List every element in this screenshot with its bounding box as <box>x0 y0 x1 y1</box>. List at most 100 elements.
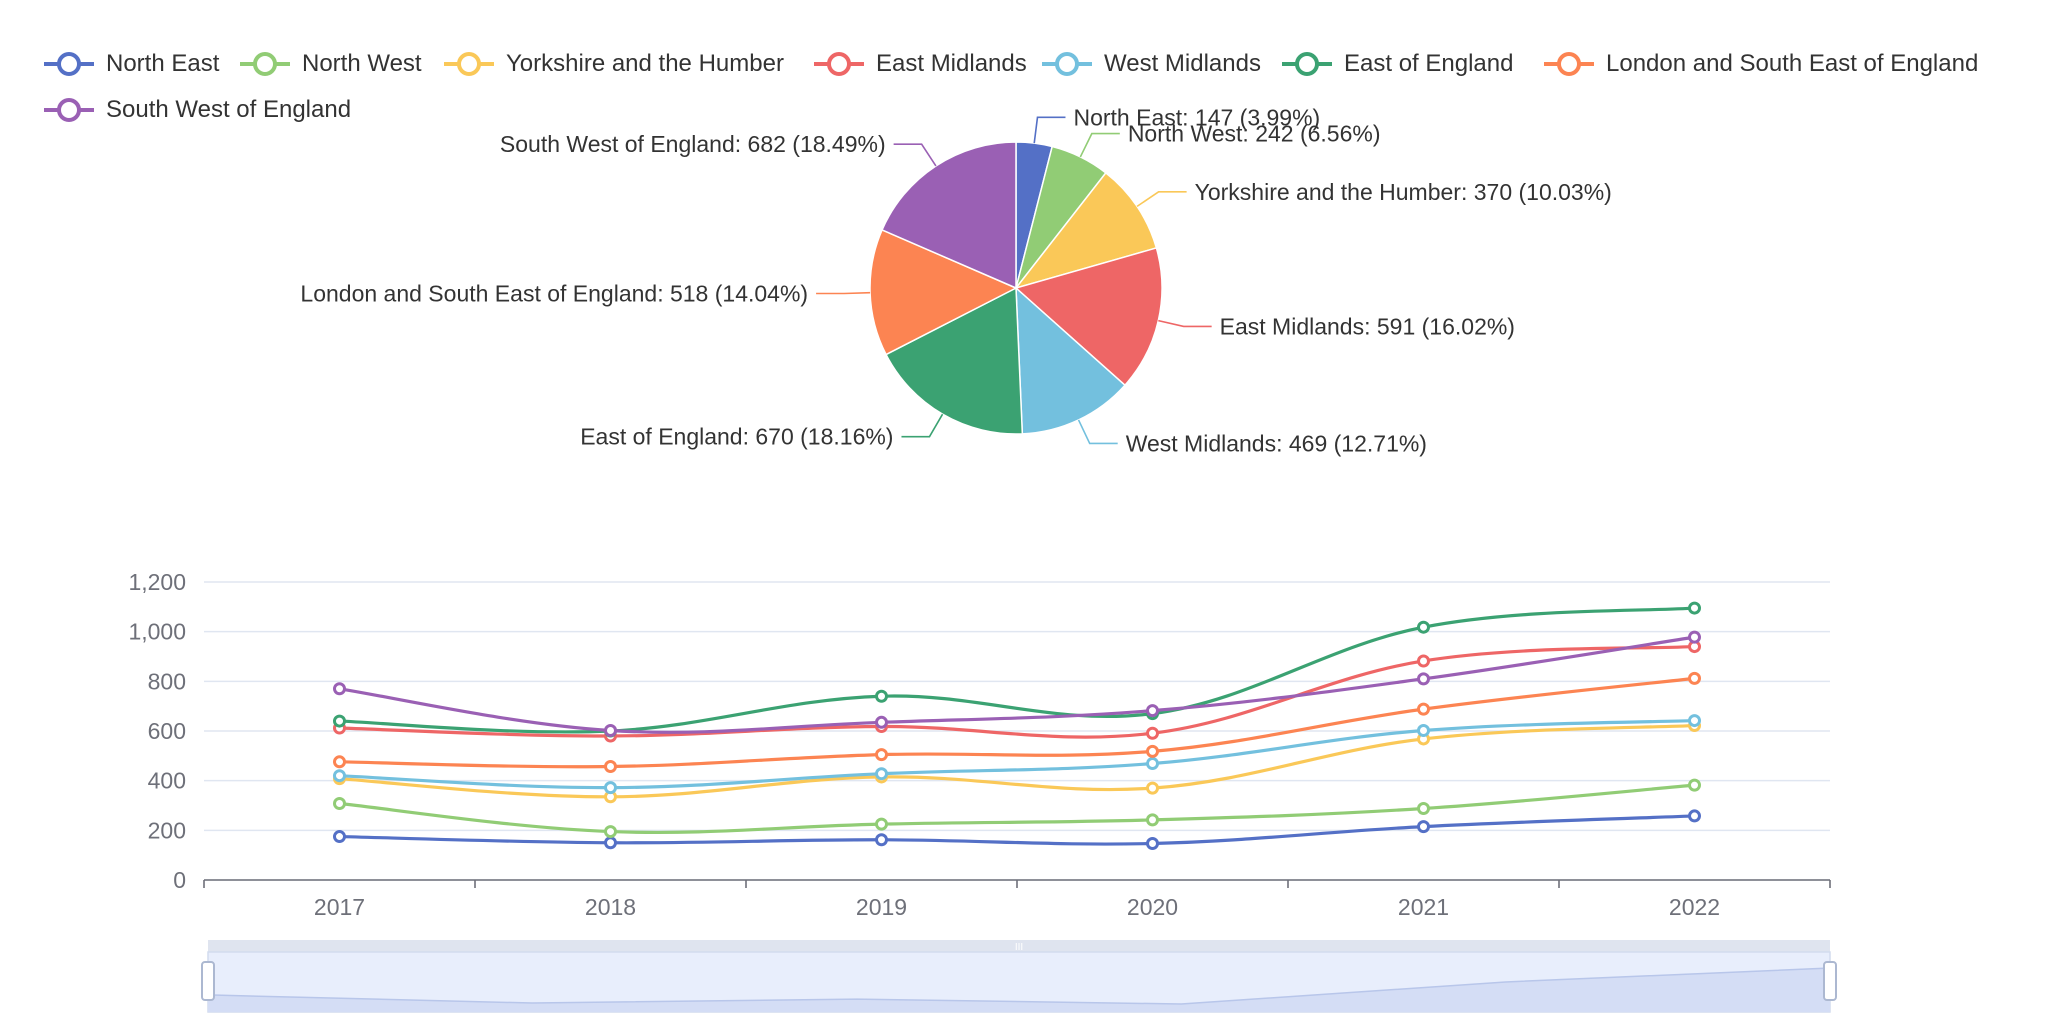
data-point[interactable] <box>604 836 617 850</box>
pie-slice-south-west-of-england[interactable] <box>881 141 1017 290</box>
data-point[interactable] <box>604 781 617 795</box>
data-point[interactable] <box>1688 714 1701 728</box>
legend-label: East Midlands <box>876 50 1027 77</box>
pie-label-line <box>1079 132 1120 158</box>
data-point[interactable] <box>333 755 346 769</box>
data-point[interactable] <box>1417 801 1430 815</box>
pie-label-line <box>1158 319 1212 328</box>
pie-label-line <box>1077 419 1118 445</box>
data-point[interactable] <box>875 833 888 847</box>
data-point[interactable] <box>1417 820 1430 834</box>
data-point[interactable] <box>1688 809 1701 823</box>
data-point[interactable] <box>1417 620 1430 634</box>
data-point[interactable] <box>333 830 346 844</box>
data-point[interactable] <box>1146 726 1159 740</box>
data-zoom-slider[interactable]: III <box>201 940 1837 1013</box>
legend-line-circle-icon <box>1282 52 1332 76</box>
pie-slice-east-of-england[interactable] <box>885 286 1024 435</box>
data-point[interactable] <box>604 724 617 738</box>
legend-item-yorkshire-and-the-humber[interactable]: Yorkshire and the Humber <box>444 46 784 82</box>
legend-label: West Midlands <box>1104 50 1261 77</box>
data-point[interactable] <box>1146 757 1159 771</box>
data-zoom-right-handle[interactable] <box>1823 961 1837 1001</box>
data-point[interactable] <box>604 825 617 839</box>
data-point[interactable] <box>333 714 346 728</box>
data-point[interactable] <box>875 748 888 762</box>
pie-slice-london-and-south-east-of-england[interactable] <box>869 228 1018 356</box>
legend-item-london-and-south-east-of-england[interactable]: London and South East of England <box>1544 46 1978 82</box>
data-point[interactable] <box>333 682 346 696</box>
legend-line-circle-icon <box>1544 52 1594 76</box>
legend-label: North West <box>302 50 422 77</box>
data-point[interactable] <box>875 817 888 831</box>
legend-label: East of England <box>1344 50 1514 77</box>
legend-line-circle-icon <box>814 52 864 76</box>
legend-line-circle-icon <box>444 52 494 76</box>
series-north-west <box>333 778 1701 839</box>
legend-label: North East <box>106 50 220 77</box>
data-point[interactable] <box>1146 836 1159 850</box>
series-east-of-england <box>333 601 1701 738</box>
pie-slice-east-midlands[interactable] <box>1014 246 1163 387</box>
x-tick-label: 2022 <box>1669 894 1720 920</box>
data-point[interactable] <box>1146 744 1159 758</box>
legend-line-circle-icon <box>1042 52 1092 76</box>
series-south-west-of-england <box>333 630 1701 738</box>
y-tick-label: 400 <box>148 768 186 794</box>
y-tick-label: 1,000 <box>128 619 186 645</box>
data-point[interactable] <box>333 797 346 811</box>
legend-label: Yorkshire and the Humber <box>506 50 784 77</box>
data-point[interactable] <box>1688 778 1701 792</box>
legend-label: London and South East of England <box>1606 50 1979 77</box>
data-zoom-grip-icon[interactable]: III <box>1015 942 1023 953</box>
legend-item-west-midlands[interactable]: West Midlands <box>1042 46 1261 82</box>
legend-item-north-west[interactable]: North West <box>240 46 422 82</box>
data-point[interactable] <box>875 689 888 703</box>
pie-slice-label: London and South East of England: 518 (1… <box>300 280 808 306</box>
series-line[interactable] <box>339 723 1695 799</box>
data-point[interactable] <box>875 715 888 729</box>
data-point[interactable] <box>1688 630 1701 644</box>
x-tick-label: 2021 <box>1398 894 1449 920</box>
legend-line-circle-icon <box>240 52 290 76</box>
data-point[interactable] <box>1146 704 1159 718</box>
data-zoom-shadow-line <box>207 967 1831 1005</box>
pie-label-line <box>1136 191 1187 208</box>
data-point[interactable] <box>1417 672 1430 686</box>
data-point[interactable] <box>875 767 888 781</box>
series-line[interactable] <box>339 676 1695 769</box>
data-point[interactable] <box>1146 781 1159 795</box>
data-point[interactable] <box>1146 813 1159 827</box>
data-point[interactable] <box>1688 601 1701 615</box>
data-point[interactable] <box>1417 702 1430 716</box>
data-zoom-left-handle[interactable] <box>201 961 215 1001</box>
series-line[interactable] <box>339 644 1695 739</box>
series-line[interactable] <box>339 718 1695 790</box>
legend-item-south-west-of-england[interactable]: South West of England <box>44 92 351 128</box>
y-tick-label: 1,200 <box>128 569 186 595</box>
data-point[interactable] <box>333 769 346 783</box>
series-line[interactable] <box>339 635 1695 734</box>
legend-item-north-east[interactable]: North East <box>44 46 219 82</box>
x-tick-label: 2019 <box>856 894 907 920</box>
series-line[interactable] <box>339 783 1695 835</box>
legend-item-east-of-england[interactable]: East of England <box>1282 46 1513 82</box>
legend-line-circle-icon <box>44 98 94 122</box>
pie-slice-label: North East: 147 (3.99%) <box>1073 104 1320 130</box>
series-london-and-south-east-of-england <box>333 671 1701 774</box>
data-point[interactable] <box>1688 671 1701 685</box>
x-tick-label: 2020 <box>1127 894 1178 920</box>
pie-slice-label: East Midlands: 591 (16.02%) <box>1220 313 1515 339</box>
pie-slice-yorkshire-and-the-humber[interactable] <box>1013 171 1158 290</box>
data-zoom-move-bar[interactable] <box>208 940 1830 952</box>
data-point[interactable] <box>1417 724 1430 738</box>
pie-slice-label: East of England: 670 (18.16%) <box>580 424 893 450</box>
pie-label-line <box>1033 116 1066 144</box>
legend-item-east-midlands[interactable]: East Midlands <box>814 46 1027 82</box>
series-line[interactable] <box>339 606 1695 734</box>
data-point[interactable] <box>1417 654 1430 668</box>
series-line[interactable] <box>339 814 1695 846</box>
data-point[interactable] <box>604 760 617 774</box>
